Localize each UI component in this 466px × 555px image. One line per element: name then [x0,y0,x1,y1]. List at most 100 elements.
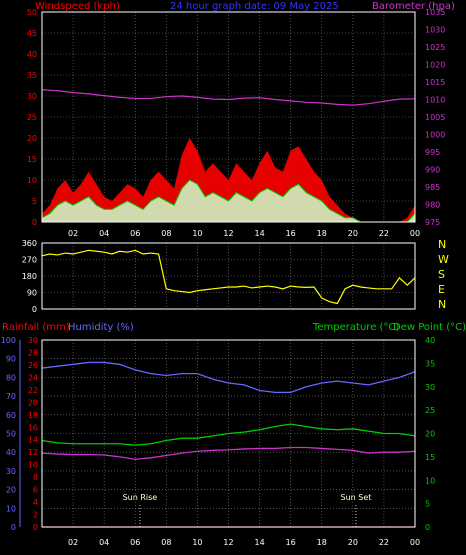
sunset-label: Sun Set [340,493,371,502]
y-tick-label-humidity: 60 [6,411,16,420]
y-tick-label-windspeed: 45 [27,29,37,38]
y-tick-label-barometer: 985 [425,183,440,192]
y-tick-label-rainfall: 6 [33,486,38,495]
compass-label: N [438,238,446,251]
y-tick-label-barometer: 1025 [425,43,445,52]
x-tick-label: 18 [317,229,327,238]
y-tick-label-barometer: 1005 [425,113,445,122]
sunrise-label: Sun Rise [123,493,158,502]
y-tick-label-temperature: 35 [425,359,435,368]
y-tick-label-direction: 180 [22,272,37,281]
dewpoint-axis-label: Dew Point (°C) [393,322,466,333]
y-tick-label-temperature: 30 [425,383,435,392]
y-tick-label-temperature: 10 [425,476,435,485]
x-tick-label: 08 [161,229,171,238]
x-tick-label: 20 [348,229,358,238]
temp-humidity-panel: 0102030405060708090100024681012141618202… [1,336,435,547]
y-tick-label-rainfall: 28 [28,348,38,357]
y-tick-label-rainfall: 8 [33,473,38,482]
y-tick-label-windspeed: 15 [27,155,37,164]
x-tick-label: 16 [286,229,296,238]
y-tick-label-barometer: 990 [425,166,440,175]
humidity-axis-label: Humidity (%) [68,322,134,333]
y-tick-label-rainfall: 10 [28,461,38,470]
y-tick-label-barometer: 1015 [425,78,445,87]
y-tick-label-rainfall: 24 [28,373,38,382]
y-tick-label-barometer: 995 [425,148,440,157]
y-tick-label-humidity: 30 [6,467,16,476]
y-tick-label-humidity: 70 [6,392,16,401]
x-tick-label: 00 [410,538,420,547]
x-tick-label: 20 [348,538,358,547]
y-tick-label-windspeed: 25 [27,113,37,122]
y-tick-label-barometer: 1010 [425,96,445,105]
y-tick-label-rainfall: 18 [28,411,38,420]
x-tick-label: 14 [254,229,264,238]
plot-frame [41,11,416,223]
y-tick-label-rainfall: 26 [28,361,38,370]
y-tick-label-direction: 360 [22,239,37,248]
y-tick-label-direction: 270 [22,256,37,265]
y-tick-label-temperature: 40 [425,336,435,345]
compass-label: E [438,283,445,296]
y-tick-label-humidity: 50 [6,430,16,439]
x-tick-label: 08 [161,538,171,547]
barometer-line [41,89,416,106]
y-tick-label-humidity: 80 [6,373,16,382]
y-tick-label-barometer: 1030 [425,26,445,35]
avg-wind-line [41,179,416,223]
plot-frame [41,339,416,528]
y-tick-label-windspeed: 40 [27,50,37,59]
y-tick-label-temperature: 5 [425,500,430,509]
y-tick-label-rainfall: 2 [33,511,38,520]
x-tick-label: 12 [223,229,233,238]
compass-label: N [438,298,446,311]
y-tick-label-temperature: 15 [425,453,435,462]
y-tick-label-rainfall: 12 [28,448,38,457]
x-tick-label: 18 [317,538,327,547]
x-tick-label: 02 [68,229,78,238]
compass-label: W [438,253,449,266]
y-tick-label-windspeed: 35 [27,71,37,80]
y-tick-label-rainfall: 0 [33,523,38,532]
x-tick-label: 16 [286,538,296,547]
graph-date-title: 24 hour graph date: 09 May 2025 [170,1,339,12]
y-tick-label-humidity: 90 [6,355,16,364]
y-tick-label-windspeed: 20 [27,134,37,143]
temperature-axis-label: Temperature (°C) [312,322,399,333]
y-tick-label-direction: 0 [32,305,37,314]
y-tick-label-rainfall: 16 [28,423,38,432]
x-tick-label: 02 [68,538,78,547]
plot-frame [41,242,416,310]
y-tick-label-windspeed: 10 [27,176,37,185]
y-tick-label-rainfall: 4 [33,498,38,507]
y-tick-label-barometer: 975 [425,218,440,227]
rainfall-axis-label: Rainfall (mm) [2,322,70,333]
y-tick-label-barometer: 1020 [425,61,445,70]
x-tick-label: 14 [254,538,264,547]
x-tick-label: 12 [223,538,233,547]
y-tick-label-humidity: 20 [6,486,16,495]
y-tick-label-windspeed: 30 [27,92,37,101]
y-tick-label-humidity: 0 [11,523,16,532]
x-tick-label: 04 [99,538,109,547]
y-tick-label-temperature: 25 [425,406,435,415]
y-tick-label-rainfall: 22 [28,386,38,395]
barometer-axis-label: Barometer (hpa) [372,1,455,12]
y-tick-label-rainfall: 30 [28,336,38,345]
y-tick-label-windspeed: 50 [27,8,37,17]
dewpoint-line [41,446,416,460]
x-tick-label: 06 [130,538,140,547]
y-tick-label-barometer: 1035 [425,8,445,17]
x-tick-label: 10 [192,538,202,547]
y-tick-label-barometer: 980 [425,201,440,210]
y-tick-label-windspeed: 0 [32,218,37,227]
x-tick-label: 22 [379,538,389,547]
y-tick-label-barometer: 1000 [425,131,445,140]
x-tick-label: 22 [379,229,389,238]
x-tick-label: 00 [410,229,420,238]
wind-barometer-panel: 0510152025303540455097598098599099510001… [27,8,446,238]
y-tick-label-humidity: 10 [6,504,16,513]
